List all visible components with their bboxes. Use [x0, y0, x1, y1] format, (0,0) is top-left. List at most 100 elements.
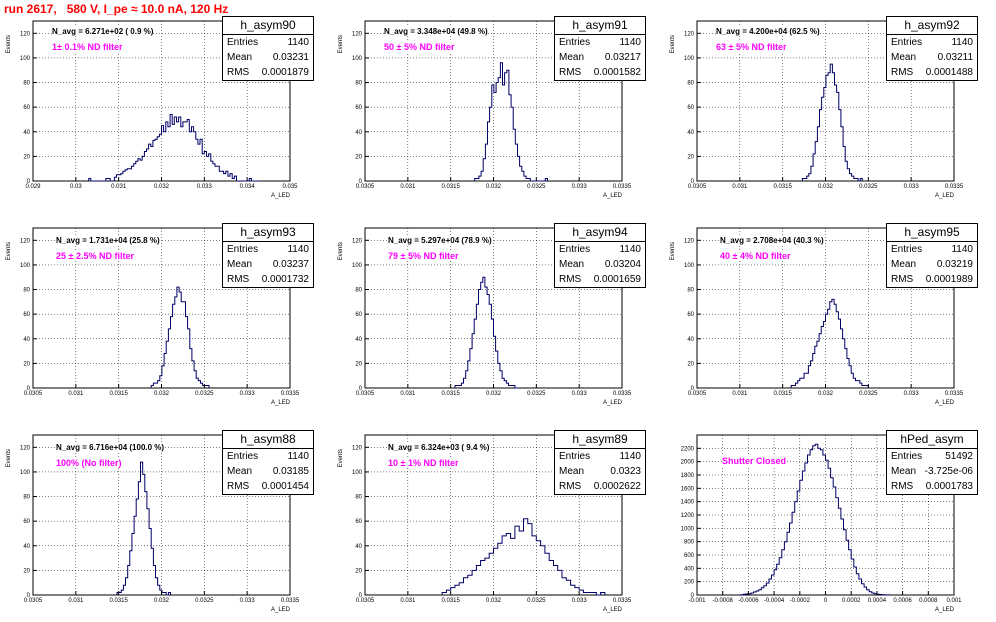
- mean-value: 0.03219: [936, 259, 973, 270]
- x-tick-label: 0.0325: [527, 598, 546, 604]
- x-tick-label: 0.0006: [893, 598, 912, 604]
- rms-value: 0.0001454: [261, 481, 309, 492]
- y-tick-label: 80: [355, 81, 362, 87]
- mean-value: -3.725e-06: [924, 466, 973, 477]
- mean-label: Mean: [559, 259, 585, 270]
- y-tick-label: 800: [684, 540, 695, 546]
- x-axis-title: A_LED: [935, 193, 955, 199]
- n-avg-annotation: N_avg = 6.324e+03 ( 9.4 %): [388, 443, 490, 452]
- y-tick-label: 100: [352, 263, 363, 269]
- y-axis-title: Events: [670, 242, 676, 260]
- x-tick-label: 0.031: [732, 184, 748, 190]
- y-tick-label: 100: [352, 56, 363, 62]
- x-tick-label: 0: [824, 598, 828, 604]
- x-tick-label: 0.032: [486, 598, 502, 604]
- x-axis-title: A_LED: [271, 193, 291, 199]
- y-tick-label: 100: [352, 470, 363, 476]
- stats-box: h_asym93 Entries 1140 Mean 0.03237 RMS 0.00017…: [222, 223, 314, 288]
- x-tick-label: 0.0305: [356, 184, 375, 190]
- mean-label: Mean: [559, 52, 585, 63]
- filter-label: 1± 0.1% ND filter: [52, 42, 123, 52]
- y-tick-label: 60: [687, 105, 694, 111]
- x-tick-label: 0.0315: [441, 598, 460, 604]
- y-tick-label: 80: [355, 288, 362, 294]
- entries-label: Entries: [227, 244, 259, 255]
- rms-value: 0.0002622: [593, 481, 641, 492]
- histogram-line: [88, 114, 260, 182]
- x-tick-label: 0.033: [240, 391, 256, 397]
- n-avg-annotation: N_avg = 6.716e+04 (100.0 %): [56, 443, 165, 452]
- y-tick-label: 20: [355, 568, 362, 574]
- mean-label: Mean: [891, 52, 917, 63]
- x-tick-label: 0.0008: [919, 598, 938, 604]
- histogram-panel-h_asym94: 0.0305 0.031 0.0315 0.032 0.0325 0.033 0.0335 0…: [332, 207, 664, 414]
- mean-label: Mean: [227, 259, 253, 270]
- x-tick-label: 0.0335: [613, 598, 632, 604]
- entries-value: 51492: [945, 451, 973, 462]
- entries-value: 1140: [951, 37, 973, 48]
- histogram-name: h_asym95: [887, 224, 977, 242]
- x-tick-label: -0.0002: [790, 598, 811, 604]
- x-tick-label: 0.031: [68, 598, 84, 604]
- mean-value: 0.03217: [604, 52, 641, 63]
- y-tick-label: 60: [23, 519, 30, 525]
- x-tick-label: 0.032: [818, 184, 834, 190]
- x-tick-label: 0.0305: [688, 184, 707, 190]
- n-avg-annotation: N_avg = 2.708e+04 (40.3 %): [720, 236, 824, 245]
- entries-value: 1140: [619, 244, 641, 255]
- x-tick-label: 0.0002: [842, 598, 861, 604]
- x-tick-label: 0.0305: [356, 598, 375, 604]
- y-tick-label: 60: [355, 519, 362, 525]
- y-tick-label: 40: [355, 130, 362, 136]
- x-tick-label: -0.0006: [738, 598, 759, 604]
- entries-label: Entries: [891, 244, 923, 255]
- histogram-name: hPed_asym: [887, 431, 977, 449]
- x-axis-title: A_LED: [603, 400, 623, 406]
- y-tick-label: 0: [691, 593, 695, 599]
- y-tick-label: 60: [355, 312, 362, 318]
- y-tick-label: 20: [355, 154, 362, 160]
- x-tick-label: 0.0335: [281, 391, 300, 397]
- y-tick-label: 80: [687, 81, 694, 87]
- histogram-plot: 0.0305 0.031 0.0315 0.032 0.0325 0.033 0.0335 0…: [670, 227, 964, 406]
- y-tick-label: 120: [684, 238, 695, 244]
- histogram-name: h_asym92: [887, 17, 977, 35]
- histogram-line: [441, 518, 606, 596]
- y-tick-label: 120: [352, 445, 363, 451]
- x-axis-title: A_LED: [935, 400, 955, 406]
- x-axis-title: A_LED: [271, 607, 291, 613]
- histogram-panel-h_asym91: 0.0305 0.031 0.0315 0.032 0.0325 0.033 0.0335 0…: [332, 0, 664, 207]
- y-tick-label: 2200: [681, 446, 695, 452]
- entries-label: Entries: [891, 451, 923, 462]
- mean-value: 0.03237: [272, 259, 309, 270]
- y-tick-label: 120: [20, 31, 31, 37]
- x-axis-title: A_LED: [271, 400, 291, 406]
- x-tick-label: 0.033: [240, 598, 256, 604]
- x-tick-label: 0.034: [240, 184, 256, 190]
- x-tick-label: 0.0335: [613, 184, 632, 190]
- y-tick-label: 1000: [681, 526, 695, 532]
- rms-value: 0.0001879: [261, 67, 309, 78]
- y-tick-label: 40: [355, 337, 362, 343]
- y-tick-label: 0: [359, 386, 363, 392]
- rms-label: RMS: [227, 67, 250, 78]
- n-avg-annotation: N_avg = 6.271e+02 ( 0.9 %): [52, 27, 154, 36]
- x-tick-label: 0.0335: [281, 598, 300, 604]
- entries-label: Entries: [559, 244, 591, 255]
- x-tick-label: -0.001: [688, 598, 706, 604]
- filter-label: 10 ± 1% ND filter: [388, 458, 459, 468]
- histogram-name: h_asym90: [223, 17, 313, 35]
- histogram-line: [150, 286, 210, 388]
- x-tick-label: 0.0315: [773, 391, 792, 397]
- n-avg-annotation: N_avg = 1.731e+04 (25.8 %): [56, 236, 160, 245]
- y-tick-label: 600: [684, 553, 695, 559]
- y-tick-label: 20: [687, 154, 694, 160]
- x-tick-label: 0.032: [486, 184, 502, 190]
- histogram-plot: 0.0305 0.031 0.0315 0.032 0.0325 0.033 0.0335 0…: [338, 20, 632, 199]
- y-tick-label: 120: [684, 31, 695, 37]
- entries-value: 1140: [287, 451, 309, 462]
- x-tick-label: 0.0315: [441, 184, 460, 190]
- histogram-name: h_asym88: [223, 431, 313, 449]
- x-tick-label: 0.0305: [24, 598, 43, 604]
- y-tick-label: 60: [23, 105, 30, 111]
